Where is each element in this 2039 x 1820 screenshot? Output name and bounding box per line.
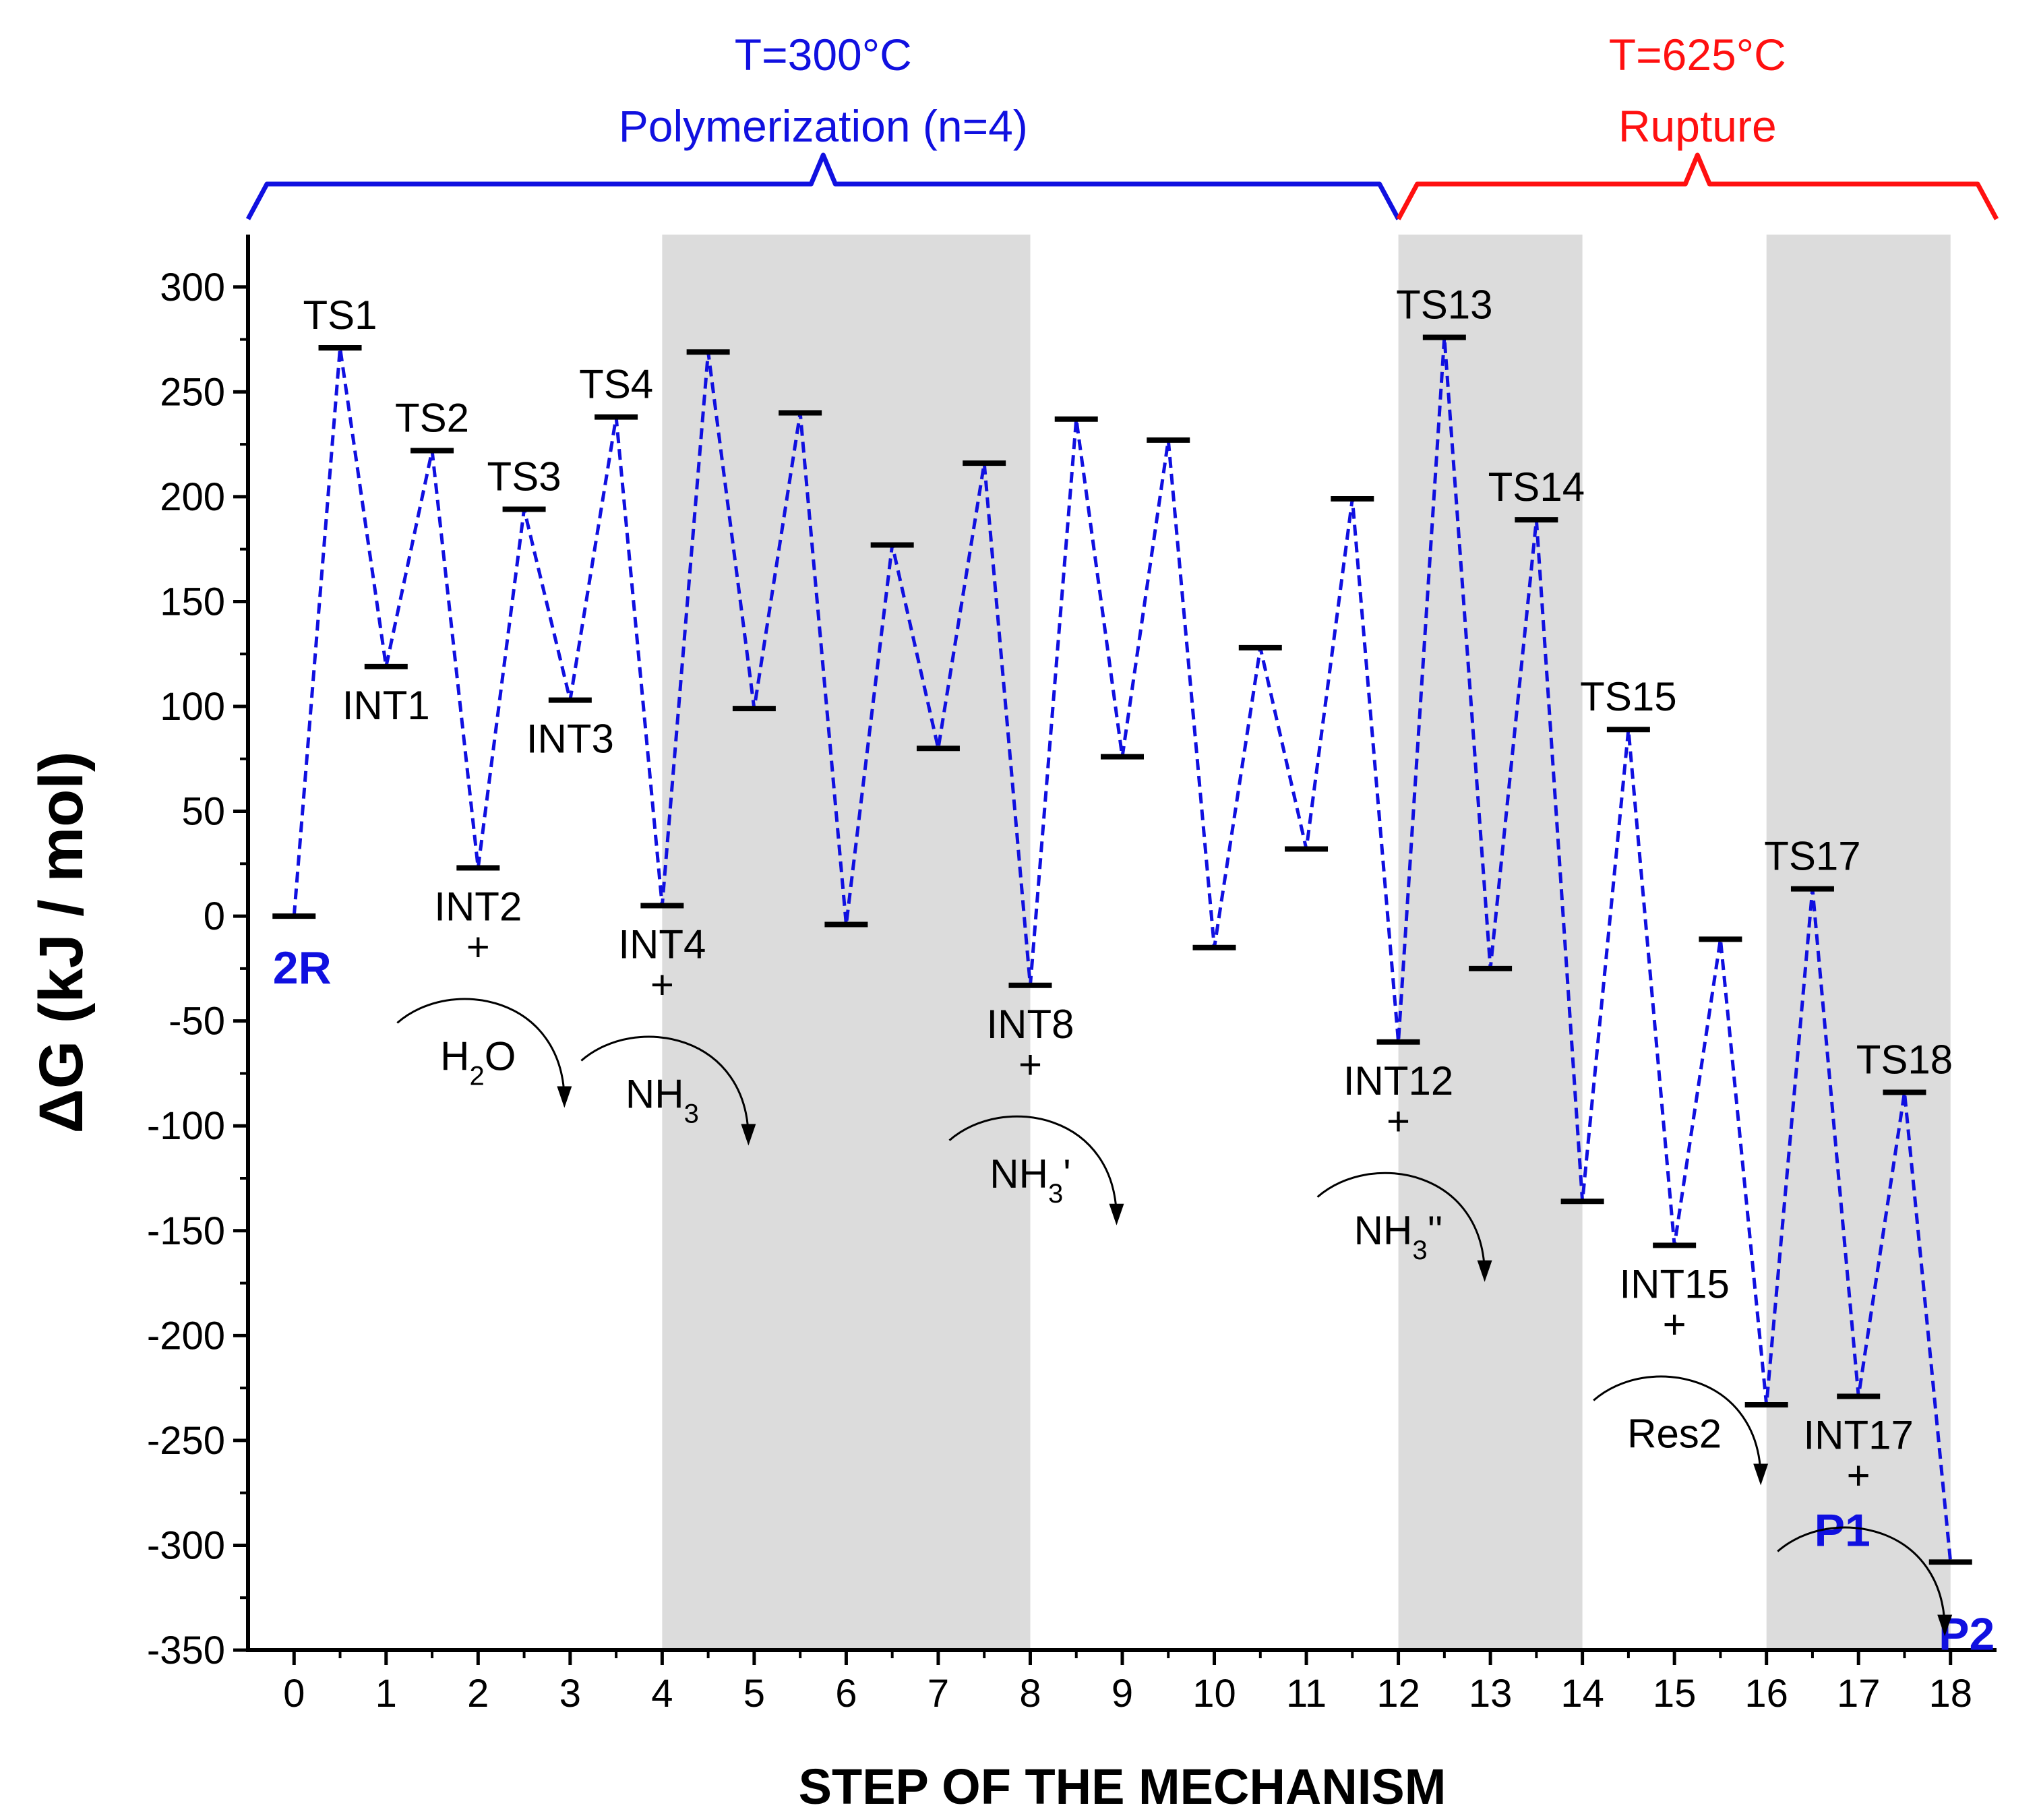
state-label: INT3	[526, 717, 614, 762]
shaded-region-0	[662, 235, 1031, 1650]
x-tick-label: 10	[1192, 1672, 1236, 1716]
y-axis-title: ΔG (kJ / mol)	[27, 751, 96, 1133]
state-labels: TS1 TS2 TS3 TS4 TS13 TS14 TS15 TS17 TS18 INT1 INT2…	[273, 282, 1995, 1660]
x-tick-label: 17	[1837, 1672, 1881, 1716]
temperature-phases: T=300°C Polymerization (n=4) T=625°C Ruptur…	[245, 30, 1999, 220]
release-arrow	[1777, 1526, 1946, 1633]
state-label: TS15	[1580, 674, 1676, 719]
plus-sign: +	[1663, 1302, 1686, 1347]
release-arrow-head	[1937, 1614, 1953, 1637]
x-tick-label: 16	[1744, 1672, 1788, 1716]
y-tick-label: 100	[160, 685, 225, 729]
state-label: INT4	[618, 922, 706, 967]
release-arrow-head	[557, 1086, 572, 1108]
release-arrow-head	[741, 1124, 756, 1146]
shaded-region-1	[1398, 235, 1583, 1650]
state-label: TS4	[579, 362, 653, 407]
plus-sign: +	[650, 963, 674, 1008]
series-line-0	[292, 337, 1953, 1563]
state-label: TS2	[395, 395, 469, 440]
shaded-region-2	[1766, 235, 1951, 1650]
phase-brace-1	[1396, 152, 1999, 220]
energy-levels	[272, 334, 1972, 1565]
state-label: INT1	[342, 683, 430, 728]
state-label: INT17	[1804, 1413, 1914, 1458]
phase-temperature-label: T=625°C	[1609, 30, 1786, 80]
released-species-label: NH3'	[990, 1151, 1070, 1209]
plus-sign: +	[1847, 1453, 1870, 1498]
x-tick-label: 4	[651, 1672, 673, 1716]
plus-sign: +	[466, 925, 490, 970]
x-tick-label: 8	[1019, 1672, 1041, 1716]
x-tick-label: 11	[1286, 1672, 1327, 1716]
state-label: INT8	[986, 1002, 1074, 1047]
x-tick-label: 5	[743, 1672, 765, 1716]
x-tick-label: 3	[559, 1672, 581, 1716]
y-tick-label: 0	[204, 894, 225, 938]
y-tick-label: -150	[147, 1209, 225, 1253]
state-label: TS13	[1396, 282, 1492, 327]
released-species: + H2O + NH3 + NH3' + NH3'' + Res2 +	[396, 925, 1953, 1637]
state-label: TS18	[1856, 1037, 1953, 1082]
y-tick-label: 50	[181, 790, 225, 834]
phase-brace-0	[245, 152, 1401, 220]
release-arrow-head	[1109, 1203, 1124, 1225]
state-label: INT2	[434, 884, 522, 930]
y-tick-label: -300	[147, 1523, 225, 1567]
y-tick-label: 200	[160, 475, 225, 519]
release-arrow-head	[1753, 1463, 1769, 1486]
phase-temperature-label: T=300°C	[735, 30, 912, 80]
y-tick-label: 300	[160, 266, 225, 309]
x-tick-label: 9	[1112, 1672, 1133, 1716]
release-arrow	[1593, 1375, 1762, 1482]
energy-series	[292, 337, 1953, 1563]
x-tick-label: 6	[835, 1672, 857, 1716]
state-label: TS3	[487, 454, 561, 499]
y-tick-label: 250	[160, 370, 225, 414]
plus-sign: +	[1387, 1099, 1410, 1144]
released-species-label: NH3	[626, 1072, 699, 1129]
x-tick-label: 13	[1469, 1672, 1513, 1716]
x-tick-label: 7	[927, 1672, 949, 1716]
x-tick-label: 1	[375, 1672, 397, 1716]
state-label: TS17	[1764, 834, 1860, 879]
state-label: TS1	[303, 293, 377, 338]
x-tick-label: 14	[1560, 1672, 1604, 1716]
x-tick-label: 18	[1928, 1672, 1972, 1716]
y-tick-label: -250	[147, 1419, 225, 1463]
y-tick-label: 150	[160, 580, 225, 624]
phase-name-label: Rupture	[1618, 101, 1777, 151]
release-arrow-head	[1477, 1260, 1492, 1282]
shaded-regions	[662, 235, 1951, 1650]
state-label: INT12	[1343, 1058, 1453, 1103]
release-arrow	[1316, 1172, 1486, 1278]
y-tick-label: -50	[169, 1000, 225, 1043]
plus-sign: +	[1018, 1042, 1042, 1087]
y-tick-label: -350	[147, 1629, 225, 1672]
released-species-label: NH3''	[1354, 1208, 1443, 1265]
release-arrow	[580, 1035, 750, 1142]
x-axis-title: STEP OF THE MECHANISM	[799, 1759, 1447, 1815]
x-tick-label: 15	[1653, 1672, 1697, 1716]
product-label: 2R	[273, 942, 332, 994]
y-tick-label: -100	[147, 1104, 225, 1148]
x-tick-label: 12	[1376, 1672, 1420, 1716]
released-species-label: H2O	[440, 1034, 516, 1091]
released-species-label: Res2	[1627, 1412, 1722, 1457]
axes: 300250200150100500-50-100-150-200-250-30…	[147, 235, 1997, 1716]
y-tick-label: -200	[147, 1314, 225, 1358]
state-label: INT15	[1619, 1262, 1729, 1307]
release-arrow	[948, 1115, 1118, 1221]
release-arrow	[396, 998, 566, 1104]
phase-name-label: Polymerization (n=4)	[619, 101, 1028, 151]
x-tick-label: 0	[283, 1672, 305, 1716]
x-tick-label: 2	[467, 1672, 489, 1716]
state-label: TS14	[1488, 464, 1585, 510]
